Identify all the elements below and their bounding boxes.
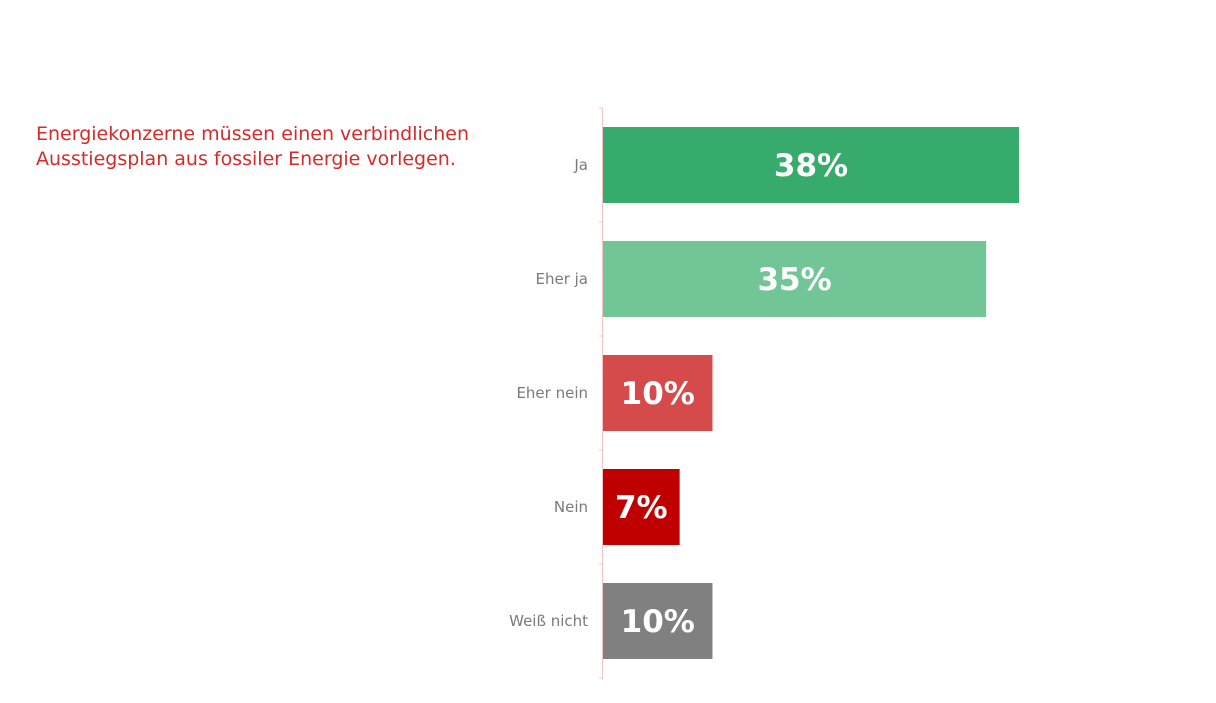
- data-label: 10%: [621, 376, 695, 412]
- category-label: Weiß nicht: [509, 612, 588, 630]
- category-label: Eher nein: [516, 384, 588, 402]
- bar: [603, 127, 1019, 203]
- category-label: Eher ja: [535, 270, 588, 288]
- chart-question: Energiekonzerne müssen einen verbindlich…: [36, 122, 516, 172]
- bar: [603, 583, 713, 659]
- category-label: Nein: [554, 498, 588, 516]
- bar: [603, 241, 987, 317]
- category-label: Ja: [573, 156, 588, 174]
- chart-question-line-1: Energiekonzerne müssen einen verbindlich…: [36, 123, 470, 145]
- data-label: 10%: [621, 604, 695, 640]
- bar: [603, 469, 680, 545]
- bar: [603, 355, 713, 431]
- data-label: 35%: [757, 262, 831, 298]
- data-label: 7%: [615, 490, 668, 526]
- data-label: 38%: [774, 148, 848, 184]
- chart-question-line-2: Ausstiegsplan aus fossiler Energie vorle…: [36, 148, 456, 170]
